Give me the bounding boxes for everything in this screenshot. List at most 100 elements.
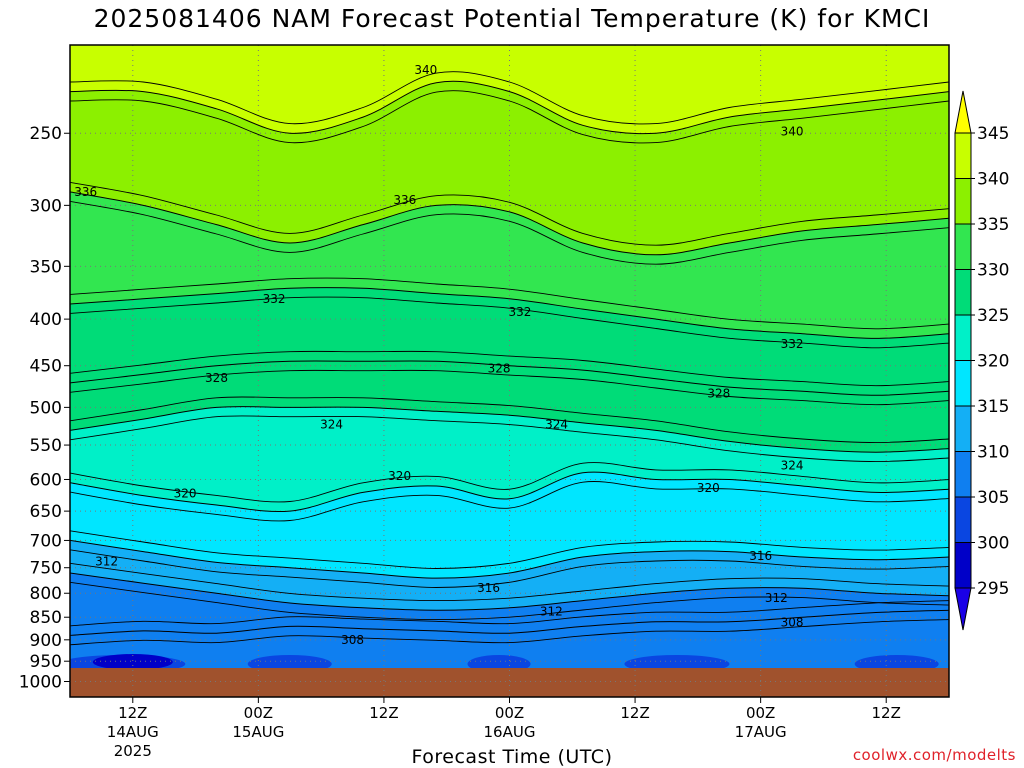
y-tick-label: 950 — [30, 652, 62, 672]
y-tick-label: 650 — [30, 502, 62, 522]
isentrope-minor — [70, 200, 949, 265]
y-tick-label: 350 — [30, 257, 62, 277]
isentrope-minor — [70, 350, 949, 387]
contour-label-text: 324 — [781, 458, 804, 472]
contour-label-text: 316 — [749, 549, 772, 563]
x-tick-date: 16AUG — [484, 723, 536, 741]
isentrope-332 — [70, 287, 949, 339]
contour-label-text: 312 — [95, 554, 118, 568]
isentrope-308 — [70, 609, 949, 636]
isentrope-minor — [70, 549, 949, 588]
contour-label: 312 — [95, 554, 118, 568]
contour-label: 324 — [320, 417, 343, 431]
contour-label: 340 — [781, 125, 804, 139]
colorbar-swatch — [954, 269, 972, 316]
contour-label-text: 332 — [509, 305, 532, 319]
contour-label: 308 — [341, 633, 364, 647]
contour-label: 336 — [74, 185, 97, 199]
theta-fill-bands — [70, 45, 949, 697]
contour-label-text: 308 — [341, 633, 364, 647]
x-tick-label: 00Z — [244, 704, 273, 722]
contour-label: 332 — [509, 305, 532, 319]
colorbar-arrow-bottom — [954, 587, 972, 631]
contour-label: 340 — [414, 63, 437, 77]
pressure-axis: 250 300 350 400 450 500 550 600 650 700 750 800 850 9… — [19, 124, 70, 692]
colorbar-label: 320 — [977, 352, 1009, 372]
isentrope-minor — [70, 181, 949, 246]
colorbar: 345 340 335 330 325 320 315 310 305 300 295 — [954, 90, 1009, 631]
colorbar-swatch — [954, 223, 972, 270]
y-tick-label: 1000 — [19, 672, 62, 692]
colorbar-swatch — [954, 132, 972, 179]
colorbar-label: 345 — [977, 124, 1009, 144]
contour-label-text: 324 — [320, 417, 343, 431]
contour-label: 320 — [174, 487, 197, 501]
y-tick-label: 500 — [30, 398, 62, 418]
isentrope-336 — [70, 191, 949, 256]
contour-label-text: 308 — [781, 615, 804, 629]
site-credit: coolwx.com/modelts — [852, 746, 1016, 764]
isentrope-316 — [70, 539, 949, 579]
isentrope-320 — [70, 471, 949, 513]
contour-label: 328 — [205, 371, 228, 385]
isentrope-324 — [70, 406, 949, 453]
contour-label-text: 336 — [74, 185, 97, 199]
contour-label: 312 — [765, 591, 788, 605]
contour-label: 316 — [749, 549, 772, 563]
contour-label-text: 312 — [540, 605, 563, 619]
colorbar-label: 335 — [977, 215, 1009, 235]
fill-band-340 — [70, 45, 949, 134]
y-tick-label: 250 — [30, 124, 62, 144]
chart-title: 2025081406 NAM Forecast Potential Temper… — [93, 4, 931, 33]
y-tick-label: 600 — [30, 470, 62, 490]
isentrope-minor — [70, 481, 949, 522]
y-tick-label: 850 — [30, 608, 62, 628]
contour-label-text: 328 — [205, 371, 228, 385]
y-tick-label: 300 — [30, 196, 62, 216]
contour-label-text: 320 — [697, 481, 720, 495]
contour-label-text: 324 — [545, 417, 568, 431]
isentrope-minor — [70, 296, 949, 349]
x-tick-date: 17AUG — [735, 723, 787, 741]
contour-label: 332 — [263, 292, 286, 306]
isentrope-minor — [70, 619, 949, 646]
contour-label: 324 — [781, 458, 804, 472]
contour-label: 308 — [781, 615, 804, 629]
isentrope-minor — [70, 369, 949, 406]
contour-label-text: 312 — [765, 591, 788, 605]
contour-label-text: 316 — [477, 581, 500, 595]
y-tick-label: 400 — [30, 310, 62, 330]
isentrope-minor — [70, 396, 949, 444]
y-tick-label: 900 — [30, 631, 62, 651]
contour-label-text: 332 — [263, 292, 286, 306]
colorbar-swatch — [954, 542, 972, 589]
contour-label-text: 320 — [388, 469, 411, 483]
contour-label: 324 — [545, 417, 568, 431]
contour-label-text: 340 — [781, 125, 804, 139]
contour-label: 336 — [393, 193, 416, 207]
contour-label: 320 — [697, 481, 720, 495]
colorbar-swatch — [954, 496, 972, 543]
isentrope-minor — [70, 562, 949, 602]
isentrope-minor — [70, 90, 949, 144]
contour-label-text: 340 — [414, 63, 437, 77]
y-tick-label: 800 — [30, 584, 62, 604]
y-tick-label: 750 — [30, 559, 62, 579]
contour-label-text: 328 — [488, 361, 511, 375]
contour-label-text: 336 — [393, 193, 416, 207]
x-tick-date: 14AUG — [107, 723, 159, 741]
contour-label: 320 — [388, 469, 411, 483]
contour-label-text: 328 — [707, 387, 730, 401]
isentrope-minor — [70, 415, 949, 463]
colorbar-swatch — [954, 360, 972, 407]
x-tick-label: 12Z — [118, 704, 147, 722]
colorbar-arrow-top — [954, 90, 972, 134]
contour-label: 328 — [707, 387, 730, 401]
y-tick-label: 550 — [30, 436, 62, 456]
colorbar-label: 330 — [977, 261, 1009, 281]
colorbar-label: 325 — [977, 306, 1009, 326]
surface-cold-core — [92, 654, 173, 670]
colorbar-label: 305 — [977, 488, 1009, 508]
contour-label: 316 — [477, 581, 500, 595]
